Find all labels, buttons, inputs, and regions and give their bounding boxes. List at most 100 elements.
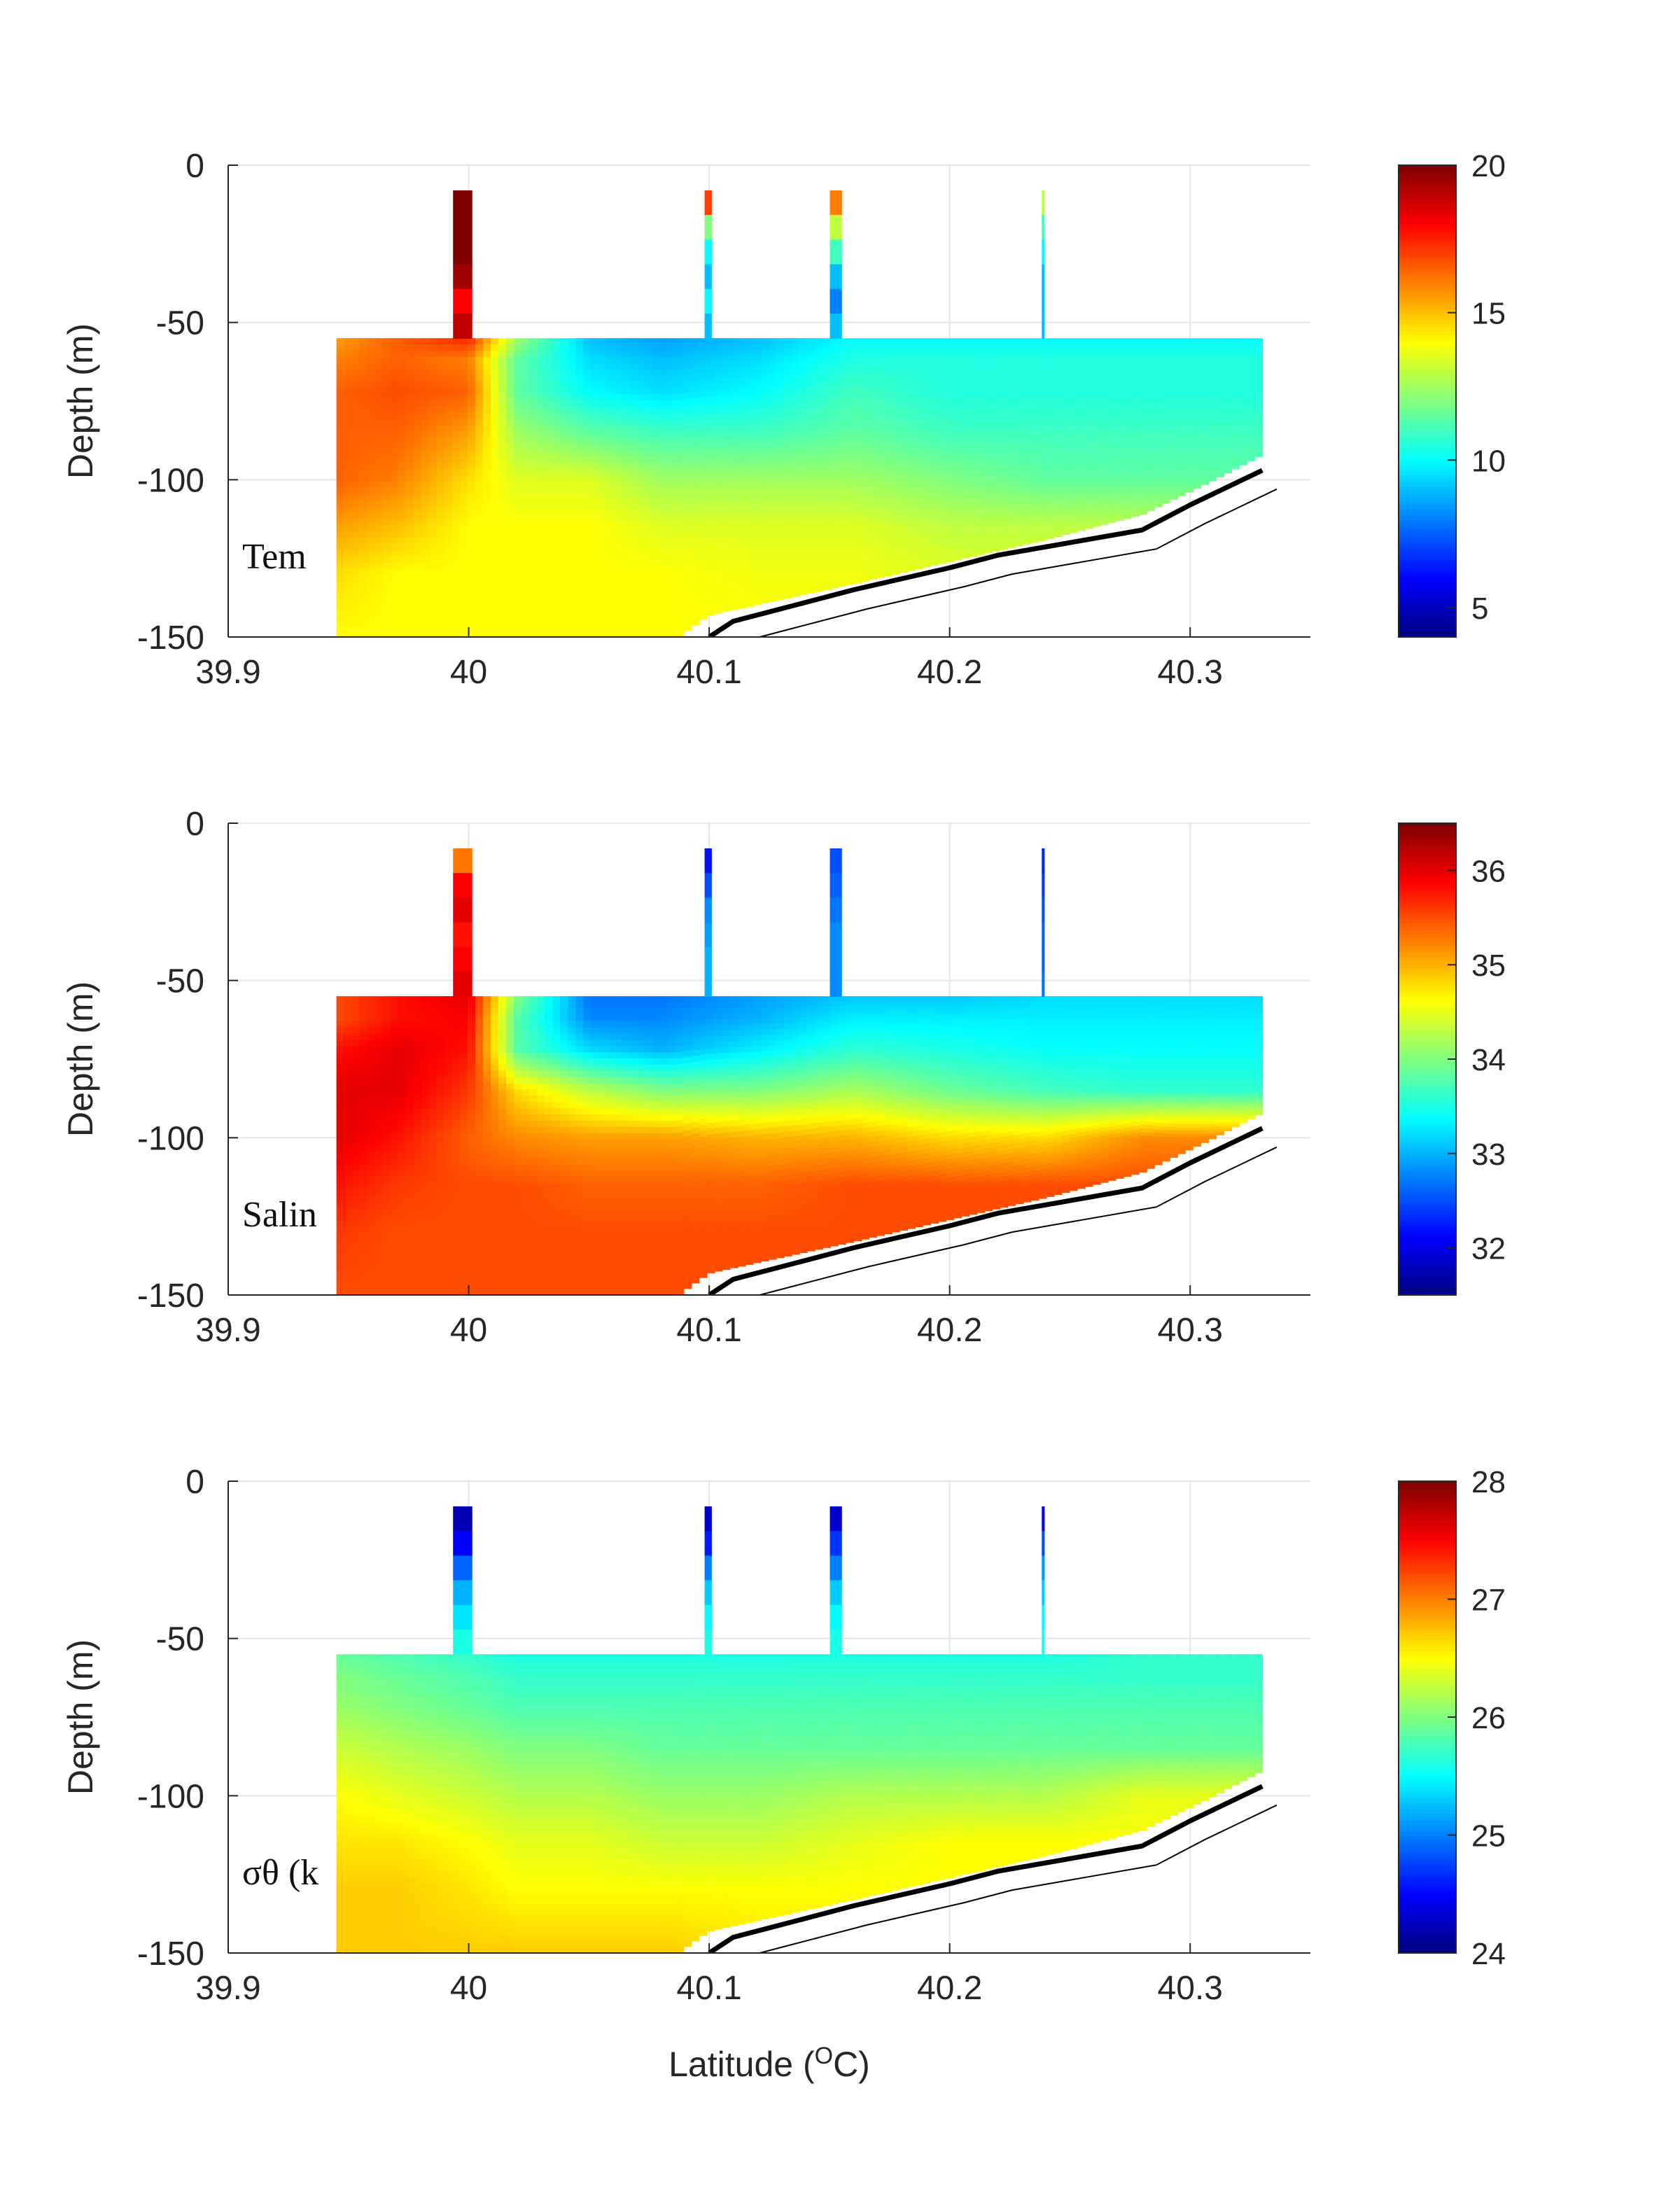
section-cell xyxy=(984,530,993,536)
section-cell xyxy=(1007,342,1016,348)
section-cell xyxy=(799,434,808,440)
section-cell xyxy=(382,531,391,538)
section-cell xyxy=(374,506,384,513)
section-cell xyxy=(722,372,731,379)
section-cell xyxy=(491,475,499,482)
section-cell xyxy=(459,500,468,507)
section-cell xyxy=(413,363,422,370)
section-cell xyxy=(522,475,530,482)
section-cell xyxy=(529,356,538,364)
section-cell xyxy=(822,469,831,475)
section-cell xyxy=(729,559,738,566)
section-cell xyxy=(359,375,368,383)
section-cell xyxy=(915,554,924,560)
section-cell xyxy=(568,419,577,426)
section-cell xyxy=(1130,434,1140,439)
section-cell xyxy=(390,400,399,407)
section-cell xyxy=(1077,486,1086,491)
section-cell xyxy=(783,392,792,398)
section-cell xyxy=(907,541,916,547)
section-cell xyxy=(491,624,499,631)
section-cell xyxy=(869,468,877,475)
section-cell xyxy=(930,498,939,505)
section-cell xyxy=(752,426,762,433)
section-cell xyxy=(390,568,399,575)
section-cell xyxy=(374,388,384,395)
section-cell xyxy=(1123,450,1132,456)
section-cell xyxy=(591,556,600,564)
section-cell xyxy=(1054,437,1063,442)
section-cell xyxy=(683,545,692,552)
section-cell xyxy=(491,456,499,463)
section-cell xyxy=(1000,404,1009,410)
section-cell xyxy=(953,398,962,404)
section-cell xyxy=(390,338,399,345)
section-cell xyxy=(822,416,831,423)
section-cell xyxy=(545,363,554,370)
section-cell xyxy=(1092,346,1101,351)
section-cell xyxy=(1092,349,1101,355)
section-cell xyxy=(830,364,839,370)
section-cell xyxy=(390,624,399,631)
section-cell xyxy=(722,588,731,595)
section-cell xyxy=(374,543,384,551)
section-cell xyxy=(676,363,685,370)
section-cell xyxy=(475,606,484,613)
section-cell xyxy=(413,388,422,395)
section-cell xyxy=(1030,402,1040,407)
section-cell xyxy=(768,354,777,361)
section-cell xyxy=(668,400,677,407)
section-cell xyxy=(483,512,491,519)
section-cell xyxy=(421,531,430,538)
section-cell xyxy=(884,402,893,408)
section-cell xyxy=(537,487,545,495)
section-cell xyxy=(838,570,846,577)
section-cell xyxy=(846,486,854,493)
section-cell xyxy=(884,521,893,527)
section-cell xyxy=(676,375,685,382)
section-cell xyxy=(591,369,600,377)
section-cell xyxy=(846,400,854,406)
section-cell xyxy=(706,453,715,460)
section-cell xyxy=(683,557,692,564)
section-cell xyxy=(846,425,854,431)
section-cell xyxy=(545,606,554,613)
section-cell xyxy=(892,407,901,413)
section-cell xyxy=(838,467,846,473)
section-cell xyxy=(783,398,792,404)
section-cell xyxy=(984,449,993,455)
section-cell xyxy=(591,618,600,626)
section-cell xyxy=(545,431,554,439)
section-cell xyxy=(992,386,1001,392)
section-cell xyxy=(1038,477,1047,482)
section-cell xyxy=(622,606,631,613)
section-cell xyxy=(907,454,916,460)
section-cell xyxy=(729,474,738,480)
section-cell xyxy=(1015,433,1024,438)
section-cell xyxy=(1130,464,1140,469)
section-cell xyxy=(598,363,608,370)
section-cell xyxy=(953,421,962,427)
section-cell xyxy=(768,426,777,433)
section-cell xyxy=(976,540,986,546)
section-cell xyxy=(1123,473,1132,478)
section-cell xyxy=(1100,431,1109,436)
section-cell xyxy=(390,462,399,470)
section-cell xyxy=(475,456,484,463)
section-cell xyxy=(483,382,491,389)
section-cell xyxy=(923,381,932,386)
section-cell xyxy=(876,527,885,533)
section-cell xyxy=(714,355,723,362)
section-cell xyxy=(745,494,754,501)
section-cell xyxy=(892,524,901,531)
section-cell xyxy=(676,617,685,624)
section-cell xyxy=(622,493,631,501)
section-cell xyxy=(915,352,924,358)
section-cell xyxy=(598,606,608,613)
section-cell xyxy=(923,557,932,563)
section-cell xyxy=(938,356,947,363)
section-cell xyxy=(776,528,785,535)
section-cell xyxy=(806,433,816,440)
section-cell xyxy=(660,475,669,482)
section-cell xyxy=(1054,532,1063,538)
